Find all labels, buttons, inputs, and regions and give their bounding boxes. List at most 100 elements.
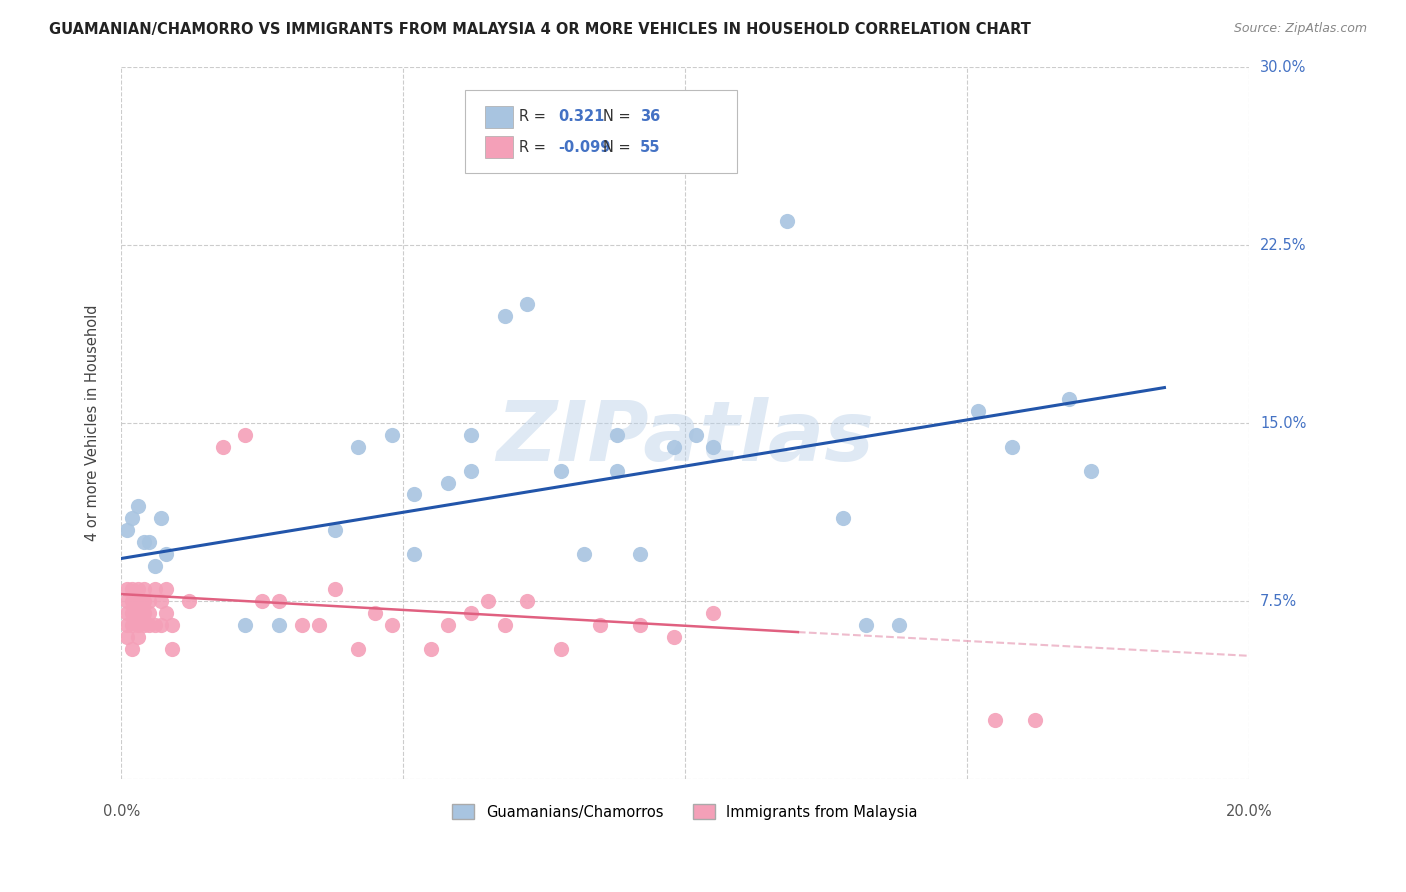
Point: [1001, 440, 1024, 454]
Point: [516, 297, 538, 311]
Text: 7.5%: 7.5%: [1260, 594, 1298, 608]
Point: [437, 618, 460, 632]
Point: [325, 582, 347, 597]
Point: [550, 464, 572, 478]
Point: [121, 511, 143, 525]
Point: [138, 606, 160, 620]
Text: 22.5%: 22.5%: [1260, 237, 1306, 252]
Point: [702, 440, 724, 454]
Point: [127, 582, 149, 597]
Point: [855, 618, 877, 632]
Point: [127, 618, 149, 632]
Point: [115, 630, 138, 644]
Point: [1080, 464, 1102, 478]
Point: [685, 428, 707, 442]
Point: [775, 214, 797, 228]
Point: [494, 310, 516, 324]
Text: 30.0%: 30.0%: [1260, 60, 1306, 75]
Point: [155, 547, 177, 561]
Point: [132, 618, 155, 632]
Point: [233, 618, 256, 632]
Point: [143, 582, 166, 597]
Text: ZIPatlas: ZIPatlas: [496, 397, 875, 478]
Text: 15.0%: 15.0%: [1260, 416, 1306, 431]
Point: [115, 594, 138, 608]
Point: [364, 606, 387, 620]
Point: [381, 618, 404, 632]
Point: [121, 582, 143, 597]
Text: 0.321: 0.321: [558, 110, 605, 124]
Y-axis label: 4 or more Vehicles in Household: 4 or more Vehicles in Household: [86, 305, 100, 541]
Point: [115, 582, 138, 597]
Point: [308, 618, 330, 632]
Point: [381, 428, 404, 442]
Point: [420, 641, 443, 656]
Point: [662, 630, 685, 644]
Point: [132, 534, 155, 549]
Point: [138, 534, 160, 549]
Point: [132, 594, 155, 608]
Point: [155, 582, 177, 597]
Point: [155, 606, 177, 620]
Point: [494, 618, 516, 632]
Point: [477, 594, 499, 608]
Point: [572, 547, 595, 561]
Text: Source: ZipAtlas.com: Source: ZipAtlas.com: [1233, 22, 1367, 36]
Point: [149, 618, 172, 632]
Point: [127, 500, 149, 514]
Point: [460, 606, 482, 620]
Point: [160, 618, 183, 632]
Legend: Guamanians/Chamorros, Immigrants from Malaysia: Guamanians/Chamorros, Immigrants from Ma…: [447, 798, 924, 825]
Point: [589, 618, 612, 632]
Point: [127, 630, 149, 644]
Text: 20.0%: 20.0%: [1226, 805, 1272, 819]
Point: [967, 404, 990, 418]
Point: [550, 641, 572, 656]
Point: [143, 558, 166, 573]
Point: [121, 606, 143, 620]
Text: 36: 36: [640, 110, 659, 124]
Point: [132, 582, 155, 597]
Point: [1024, 713, 1046, 727]
Text: N =: N =: [603, 140, 631, 154]
Text: R =: R =: [519, 140, 546, 154]
Point: [628, 547, 651, 561]
Point: [460, 464, 482, 478]
Text: GUAMANIAN/CHAMORRO VS IMMIGRANTS FROM MALAYSIA 4 OR MORE VEHICLES IN HOUSEHOLD C: GUAMANIAN/CHAMORRO VS IMMIGRANTS FROM MA…: [49, 22, 1031, 37]
Point: [291, 618, 314, 632]
Point: [437, 475, 460, 490]
Text: R =: R =: [519, 110, 546, 124]
Text: -0.099: -0.099: [558, 140, 610, 154]
Point: [177, 594, 200, 608]
Point: [404, 547, 426, 561]
Point: [606, 464, 628, 478]
Point: [138, 594, 160, 608]
Point: [347, 641, 370, 656]
Point: [1057, 392, 1080, 407]
Point: [121, 594, 143, 608]
Point: [267, 594, 290, 608]
Point: [121, 618, 143, 632]
Point: [138, 618, 160, 632]
Point: [832, 511, 855, 525]
Point: [143, 618, 166, 632]
Point: [606, 428, 628, 442]
Point: [127, 606, 149, 620]
Point: [149, 594, 172, 608]
Point: [404, 487, 426, 501]
Point: [211, 440, 233, 454]
Point: [984, 713, 1007, 727]
Point: [115, 606, 138, 620]
Point: [889, 618, 911, 632]
Text: 55: 55: [640, 140, 661, 154]
Point: [516, 594, 538, 608]
Point: [233, 428, 256, 442]
Point: [662, 440, 685, 454]
Point: [121, 641, 143, 656]
Point: [628, 618, 651, 632]
Text: 0.0%: 0.0%: [103, 805, 139, 819]
Point: [347, 440, 370, 454]
Point: [115, 523, 138, 537]
Point: [132, 606, 155, 620]
Point: [160, 641, 183, 656]
